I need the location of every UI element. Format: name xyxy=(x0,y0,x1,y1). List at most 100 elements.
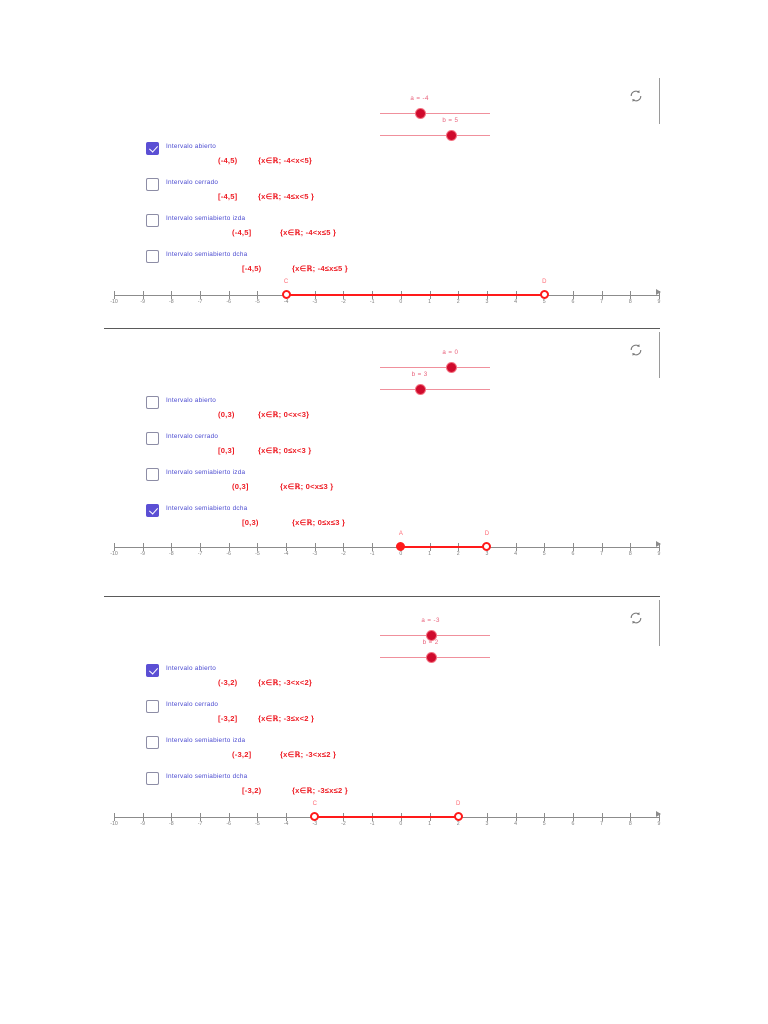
endpoint-d[interactable] xyxy=(539,290,549,299)
applet-panel-1: a = -4 b = 5 Intervalo abierto (-4,5) {x… xyxy=(104,74,660,314)
axis-tick-label: -4 xyxy=(283,551,289,557)
checkbox-intervalo-semiabierto-izda[interactable] xyxy=(146,214,159,227)
checkbox-intervalo-semiabierto-izda[interactable] xyxy=(146,468,159,481)
set-notation: {x∈ℝ; -4<x<5} xyxy=(258,156,313,165)
number-line-2: -10 -9 -8 -7 -6 -5 -4 -3 -2 -1 0 1 2 3 4 5 6 7 8 9 A D xyxy=(104,528,664,568)
endpoint-d[interactable] xyxy=(482,542,492,551)
checkbox-list-2: Intervalo abierto (0,3) {x∈ℝ; 0<x<3} Int… xyxy=(146,396,626,540)
axis-tick xyxy=(572,543,574,551)
interval-segment xyxy=(314,816,459,819)
interval-notation: [-3,2] xyxy=(218,714,238,723)
checkbox-label: Intervalo semiabierto dcha xyxy=(166,773,248,780)
checkbox-intervalo-semiabierto-dcha[interactable] xyxy=(146,772,159,785)
axis-tick-label: 0 xyxy=(399,551,403,557)
slider-b[interactable]: b = 3 xyxy=(380,371,490,398)
axis-tick xyxy=(200,813,202,821)
check-row-intervalo-abierto: Intervalo abierto (0,3) {x∈ℝ; 0<x<3} xyxy=(146,396,626,432)
slider-a[interactable]: a = -3 xyxy=(380,617,490,644)
axis-tick xyxy=(142,543,144,551)
axis-tick xyxy=(630,813,632,821)
checkbox-label: Intervalo cerrado xyxy=(166,179,219,186)
axis-tick xyxy=(171,291,173,299)
interval-notation: (-4,5) xyxy=(218,156,238,165)
axis-tick-label: -6 xyxy=(226,299,232,305)
slider-a-label: a = -3 xyxy=(421,617,440,624)
axis-tick-label: -3 xyxy=(312,821,318,827)
axis-tick xyxy=(314,543,316,551)
axis-tick-label: 2 xyxy=(456,821,460,827)
axis-tick xyxy=(257,543,259,551)
slider-b-knob[interactable] xyxy=(445,130,457,141)
axis-tick-label: -9 xyxy=(140,551,145,557)
slider-b-knob[interactable] xyxy=(415,384,427,395)
checkbox-intervalo-abierto[interactable] xyxy=(146,664,159,677)
slider-a-knob[interactable] xyxy=(445,362,457,373)
slider-b-label: b = 3 xyxy=(411,371,428,378)
checkbox-intervalo-semiabierto-izda[interactable] xyxy=(146,736,159,749)
interval-notation: [0,3) xyxy=(242,518,259,527)
axis-tick xyxy=(142,291,144,299)
axis-tick-label: -9 xyxy=(140,299,145,305)
refresh-icon[interactable] xyxy=(628,88,644,104)
slider-group-1: a = -4 b = 5 xyxy=(380,92,500,141)
checkbox-label: Intervalo abierto xyxy=(166,665,217,672)
slider-b-track[interactable] xyxy=(380,389,490,390)
slider-a-knob[interactable] xyxy=(426,630,438,641)
checkbox-label: Intervalo semiabierto izda xyxy=(166,737,246,744)
slider-a[interactable]: a = -4 xyxy=(380,95,490,122)
slider-a-label: a = 0 xyxy=(442,349,459,356)
slider-b-knob[interactable] xyxy=(426,652,438,663)
axis-tick xyxy=(601,813,603,821)
endpoint-a[interactable] xyxy=(396,542,406,551)
checkbox-intervalo-semiabierto-dcha[interactable] xyxy=(146,250,159,263)
checkbox-intervalo-semiabierto-dcha[interactable] xyxy=(146,504,159,517)
slider-a-track[interactable] xyxy=(380,113,490,114)
interval-notation: (0,3) xyxy=(218,410,235,419)
checkbox-intervalo-cerrado[interactable] xyxy=(146,178,159,191)
checkbox-intervalo-abierto[interactable] xyxy=(146,396,159,409)
axis-tick xyxy=(486,813,488,821)
axis-tick-label: 5 xyxy=(542,299,546,305)
axis-tick xyxy=(659,813,660,821)
panel-top-divider xyxy=(104,596,660,597)
slider-b-track[interactable] xyxy=(380,135,490,136)
slider-a-track[interactable] xyxy=(380,367,490,368)
interval-notation: (-4,5] xyxy=(232,228,252,237)
interval-segment xyxy=(400,546,487,549)
checkbox-intervalo-cerrado[interactable] xyxy=(146,700,159,713)
slider-a-knob[interactable] xyxy=(415,108,427,119)
axis-tick-label: 1 xyxy=(428,821,431,827)
checkbox-label: Intervalo semiabierto dcha xyxy=(166,251,248,258)
slider-a-label: a = -4 xyxy=(410,95,429,102)
axis-tick xyxy=(659,291,660,299)
refresh-icon[interactable] xyxy=(628,610,644,626)
axis-tick xyxy=(572,813,574,821)
set-notation: {x∈ℝ; 0<x<3} xyxy=(258,410,310,419)
axis-tick xyxy=(257,813,259,821)
check-row-intervalo-cerrado: Intervalo cerrado [0,3] {x∈ℝ; 0≤x<3 } xyxy=(146,432,626,468)
slider-b-label: b = 2 xyxy=(422,639,439,646)
endpoint-c[interactable] xyxy=(281,290,291,299)
endpoint-d[interactable] xyxy=(453,812,463,821)
checkbox-intervalo-abierto[interactable] xyxy=(146,142,159,155)
axis-tick xyxy=(200,291,202,299)
slider-a[interactable]: a = 0 xyxy=(380,349,490,376)
axis-tick-label: 0 xyxy=(399,821,403,827)
axis-tick-label: -5 xyxy=(255,551,260,557)
refresh-icon[interactable] xyxy=(628,342,644,358)
slider-b[interactable]: b = 5 xyxy=(380,117,490,144)
checkbox-intervalo-cerrado[interactable] xyxy=(146,432,159,445)
axis-tick-label: -1 xyxy=(369,299,375,305)
axis-tick-label: 0 xyxy=(399,299,403,305)
check-row-intervalo-semiabierto-dcha: Intervalo semiabierto dcha [-3,2) {x∈ℝ; … xyxy=(146,772,626,808)
axis-tick-label: -4 xyxy=(283,299,289,305)
set-notation: {x∈ℝ; 0≤x<3 } xyxy=(258,446,312,455)
set-notation: {x∈ℝ; -3≤x≤2 } xyxy=(292,786,348,795)
axis-tick xyxy=(601,543,603,551)
slider-group-2: a = 0 b = 3 xyxy=(380,346,500,395)
endpoint-c[interactable] xyxy=(310,812,320,821)
axis-tick xyxy=(544,813,546,821)
slider-b[interactable]: b = 2 xyxy=(380,639,490,666)
check-row-intervalo-cerrado: Intervalo cerrado [-3,2] {x∈ℝ; -3≤x<2 } xyxy=(146,700,626,736)
